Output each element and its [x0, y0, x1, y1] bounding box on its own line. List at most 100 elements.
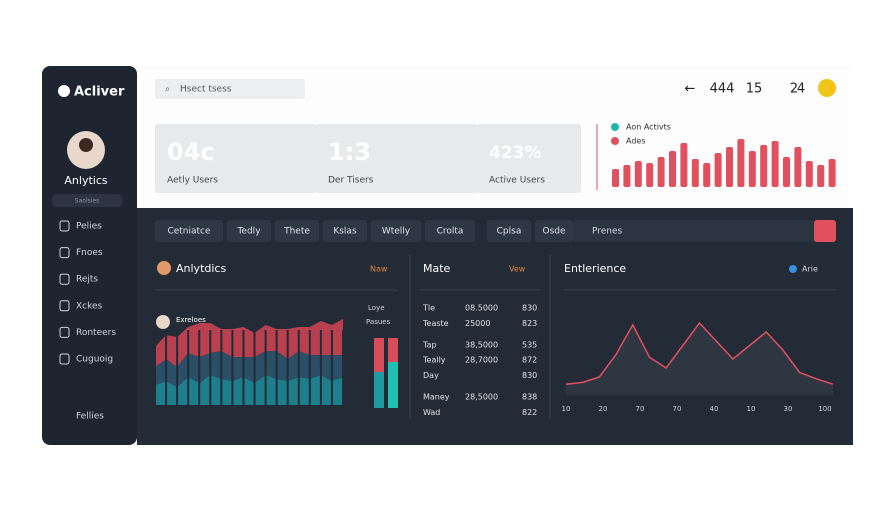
back-icon[interactable]: ← [685, 82, 696, 97]
stat-label: Der Tisers [328, 176, 374, 186]
bar [748, 151, 756, 187]
area-fill [566, 323, 833, 395]
tab[interactable]: Cetniatce [167, 227, 211, 237]
menu-item[interactable]: Rejts [76, 275, 98, 285]
sidebar [42, 66, 137, 445]
tab[interactable]: Kslas [333, 227, 357, 237]
menu-item[interactable]: Ronteers [76, 328, 116, 338]
logo-icon [58, 85, 70, 97]
row-count: 872 [522, 356, 537, 365]
tab-bg [535, 220, 573, 242]
tab[interactable]: Cplsa [497, 227, 522, 237]
menu-item[interactable]: Cuguoig [76, 355, 113, 365]
menu-item[interactable]: Pelies [76, 222, 102, 232]
stat-label: Aetly Users [167, 176, 218, 186]
tab[interactable]: Wtelly [382, 227, 411, 237]
counter[interactable]: 2 [790, 82, 798, 97]
menu-icon [59, 326, 70, 338]
legend-dot [611, 137, 619, 145]
bar [828, 159, 836, 187]
row-label: Tap [422, 340, 437, 349]
panel-title: Anlytdics [176, 262, 226, 275]
menu-item[interactable]: Xckes [76, 301, 103, 311]
bar [691, 159, 699, 187]
row-value: 38,5000 [465, 340, 498, 349]
tab-search: Prenes [592, 227, 623, 237]
menu-icon [59, 273, 70, 285]
area-layer [155, 375, 343, 405]
tab-bg [487, 220, 531, 242]
search-icon: ⌕ [165, 85, 170, 95]
x-label: 10 [562, 405, 571, 413]
row-value: 25000 [465, 319, 490, 328]
legend-dot [611, 123, 619, 131]
bar [771, 141, 779, 187]
counter[interactable]: 4 [797, 82, 805, 97]
side-label: Loye [368, 304, 385, 312]
tab-bg [425, 220, 475, 242]
tab-bg [371, 220, 421, 242]
badge-icon[interactable] [818, 79, 836, 97]
menu-item[interactable]: Fnoes [76, 248, 103, 258]
tab-bg [275, 220, 319, 242]
bar [646, 163, 654, 187]
x-label: 30 [784, 405, 793, 413]
tab-search-button[interactable] [814, 220, 836, 242]
tab[interactable]: Tedly [236, 227, 261, 237]
tab-bg [227, 220, 271, 242]
sidebar-footer[interactable]: Fellies [76, 412, 104, 422]
bar [760, 145, 768, 187]
row-label: Wad [423, 408, 440, 417]
row-label: Day [423, 371, 439, 380]
profile-tag-bg [52, 194, 122, 207]
logo: Acliver [74, 85, 125, 100]
stat-value: 04c [167, 138, 215, 166]
legend-label: Aon Activts [626, 123, 671, 132]
profile-name: Anlytics [64, 174, 107, 187]
avatar-hair [79, 138, 93, 152]
search-box[interactable] [155, 79, 305, 99]
tab[interactable]: Thete [283, 227, 310, 237]
menu-icon [59, 300, 70, 312]
menu-icon [59, 247, 70, 259]
bar [783, 157, 790, 187]
row-value: 28,7000 [465, 356, 498, 365]
panel-title: Mate [423, 262, 451, 275]
panel-menu[interactable]: Naw [370, 265, 388, 274]
bar [737, 139, 745, 187]
row-count: 830 [522, 371, 537, 380]
bar [657, 157, 665, 187]
lower-area [137, 208, 853, 445]
menu-icon [59, 353, 70, 365]
row-label: Teally [422, 356, 446, 365]
bar [669, 151, 676, 187]
counter[interactable]: 444 [710, 82, 735, 97]
stat-label: Active Users [489, 176, 545, 186]
tab[interactable]: Osde [542, 227, 565, 237]
row-label: Maney [423, 393, 450, 402]
tab[interactable]: Crolta [437, 227, 464, 237]
bar [623, 165, 631, 187]
bar [726, 147, 733, 187]
panel-menu[interactable]: Vew [509, 265, 526, 274]
x-label: 70 [673, 405, 682, 413]
x-label: 20 [599, 405, 608, 413]
panel-menu[interactable]: Arie [802, 265, 818, 274]
mini-bar [374, 372, 384, 408]
area-layer [155, 351, 343, 387]
panel-icon [789, 265, 797, 273]
side-label: Pasues [366, 318, 391, 326]
tab-search-box[interactable] [573, 220, 836, 242]
x-label: 40 [710, 405, 719, 413]
row-count: 535 [522, 340, 537, 349]
row-count: 830 [522, 304, 537, 313]
panel-title: Entlerience [564, 262, 626, 275]
row-count: 838 [522, 393, 537, 402]
counter[interactable]: 15 [746, 82, 763, 97]
row-label: Tle [422, 304, 435, 313]
legend-label: Ades [626, 137, 646, 146]
row-value: 08.5000 [465, 304, 498, 313]
legend-avatar [156, 315, 170, 329]
row-label: Teaste [422, 319, 449, 328]
